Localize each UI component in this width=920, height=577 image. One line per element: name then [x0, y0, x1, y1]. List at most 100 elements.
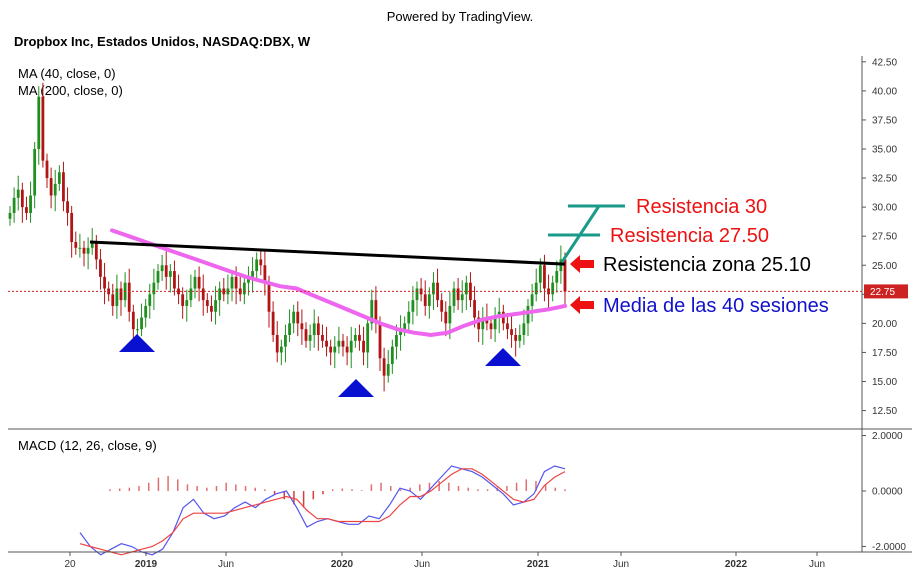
- candle-body: [456, 288, 460, 301]
- last-price-label: 22.75: [870, 287, 895, 298]
- y-tick-label: 12.50: [872, 406, 897, 417]
- candle-body: [177, 288, 180, 295]
- candle-body: [325, 340, 328, 347]
- candle-body: [271, 311, 275, 335]
- candle-body: [526, 305, 530, 324]
- signal-line: [79, 468, 566, 556]
- candle-body: [366, 323, 370, 353]
- candle-body: [173, 271, 176, 289]
- candle-body: [152, 282, 156, 295]
- candle-body: [164, 265, 168, 277]
- annotations: Resistencia 30 Resistencia 27.50 Resistenc…: [548, 196, 829, 317]
- candle-body: [156, 271, 160, 283]
- candle-body: [247, 276, 250, 283]
- candle-body: [8, 212, 12, 219]
- candle-body: [86, 247, 90, 254]
- candle-body: [481, 317, 485, 330]
- resistance-trendline: [89, 240, 566, 266]
- candle-body: [103, 276, 106, 289]
- candle-body: [99, 259, 102, 277]
- candle-body: [45, 160, 49, 179]
- candle-body: [168, 271, 172, 277]
- candle-body: [193, 276, 197, 289]
- candle-body: [345, 346, 349, 353]
- candle-body: [349, 340, 353, 353]
- candle-body: [70, 212, 74, 242]
- y-tick-label: 20.00: [872, 319, 897, 330]
- candle-body: [189, 288, 193, 301]
- candle-body: [78, 247, 82, 249]
- candle-body: [444, 311, 448, 324]
- candle-body: [242, 282, 246, 295]
- candle-body: [358, 335, 361, 341]
- candle-body: [66, 201, 69, 213]
- candle-body: [473, 300, 476, 318]
- candle-body: [275, 335, 279, 353]
- candle-body: [148, 294, 152, 306]
- macd-line: [79, 465, 566, 556]
- candle-body: [300, 323, 304, 330]
- candle-body: [427, 294, 431, 306]
- x-tick-label: 20: [64, 559, 76, 570]
- candle-body: [411, 300, 415, 312]
- candle-body: [259, 259, 263, 266]
- y-tick-label: 17.50: [872, 348, 897, 359]
- candle-body: [234, 276, 238, 289]
- candle-body: [382, 358, 386, 376]
- candle-body: [333, 346, 337, 353]
- candle-body: [386, 364, 390, 376]
- candle-body: [33, 149, 37, 196]
- candle-body: [57, 172, 61, 184]
- candle-body: [37, 96, 41, 149]
- support-triangle: [338, 379, 374, 397]
- candle-body: [136, 329, 139, 331]
- candle-body: [321, 335, 324, 341]
- candle-body: [279, 346, 283, 353]
- powered-by: Powered by TradingView.: [386, 9, 534, 24]
- indicator-ma200-label: MA (200, close, 0): [18, 83, 123, 98]
- candle-body: [210, 305, 213, 312]
- candle-body: [341, 340, 345, 347]
- annotation-moving-average: Media de las 40 sesiones: [603, 295, 829, 317]
- annotation-resistance-27-50: Resistencia 27.50: [610, 225, 769, 247]
- y-tick-label: 35.00: [872, 145, 897, 156]
- candle-body: [399, 329, 402, 335]
- macd-label: MACD (12, 26, close, 9): [18, 438, 157, 453]
- candle-body: [25, 207, 28, 213]
- candle-body: [489, 323, 493, 330]
- support-triangle: [485, 348, 521, 366]
- candle-body: [16, 189, 20, 198]
- candle-body: [440, 300, 444, 312]
- candle-body: [551, 282, 555, 295]
- candle-body: [370, 300, 374, 324]
- candle-body: [127, 282, 131, 312]
- chart-title: Dropbox Inc, Estados Unidos, NASDAQ:DBX,…: [14, 34, 311, 49]
- candle-body: [181, 294, 185, 306]
- candle-body: [296, 311, 300, 324]
- candle-body: [205, 300, 209, 306]
- candle-body: [49, 178, 53, 196]
- candle-body: [263, 265, 267, 283]
- x-tick-label: Jun: [613, 559, 629, 570]
- candle-body: [222, 288, 226, 295]
- candle-body: [29, 195, 32, 213]
- candle-body: [115, 288, 119, 306]
- y-tick-label: 15.00: [872, 377, 897, 388]
- candle-body: [197, 276, 201, 289]
- candle-body: [312, 323, 316, 335]
- candle-body: [555, 271, 559, 283]
- candle-body: [522, 323, 526, 335]
- candle-body: [214, 300, 217, 312]
- ma-arrow-icon: [570, 296, 594, 314]
- candle-body: [534, 282, 538, 295]
- x-tick-label: Jun: [414, 559, 430, 570]
- y-tick-label: 27.50: [872, 232, 897, 243]
- candle-body: [230, 276, 234, 289]
- macd-y-tick-label: 2.0000: [872, 431, 903, 442]
- candle-body: [378, 323, 382, 359]
- candles: [8, 82, 567, 397]
- x-tick-label: 2022: [725, 559, 748, 570]
- candle-body: [119, 288, 123, 301]
- candle-body: [90, 242, 94, 248]
- candle-body: [160, 265, 164, 272]
